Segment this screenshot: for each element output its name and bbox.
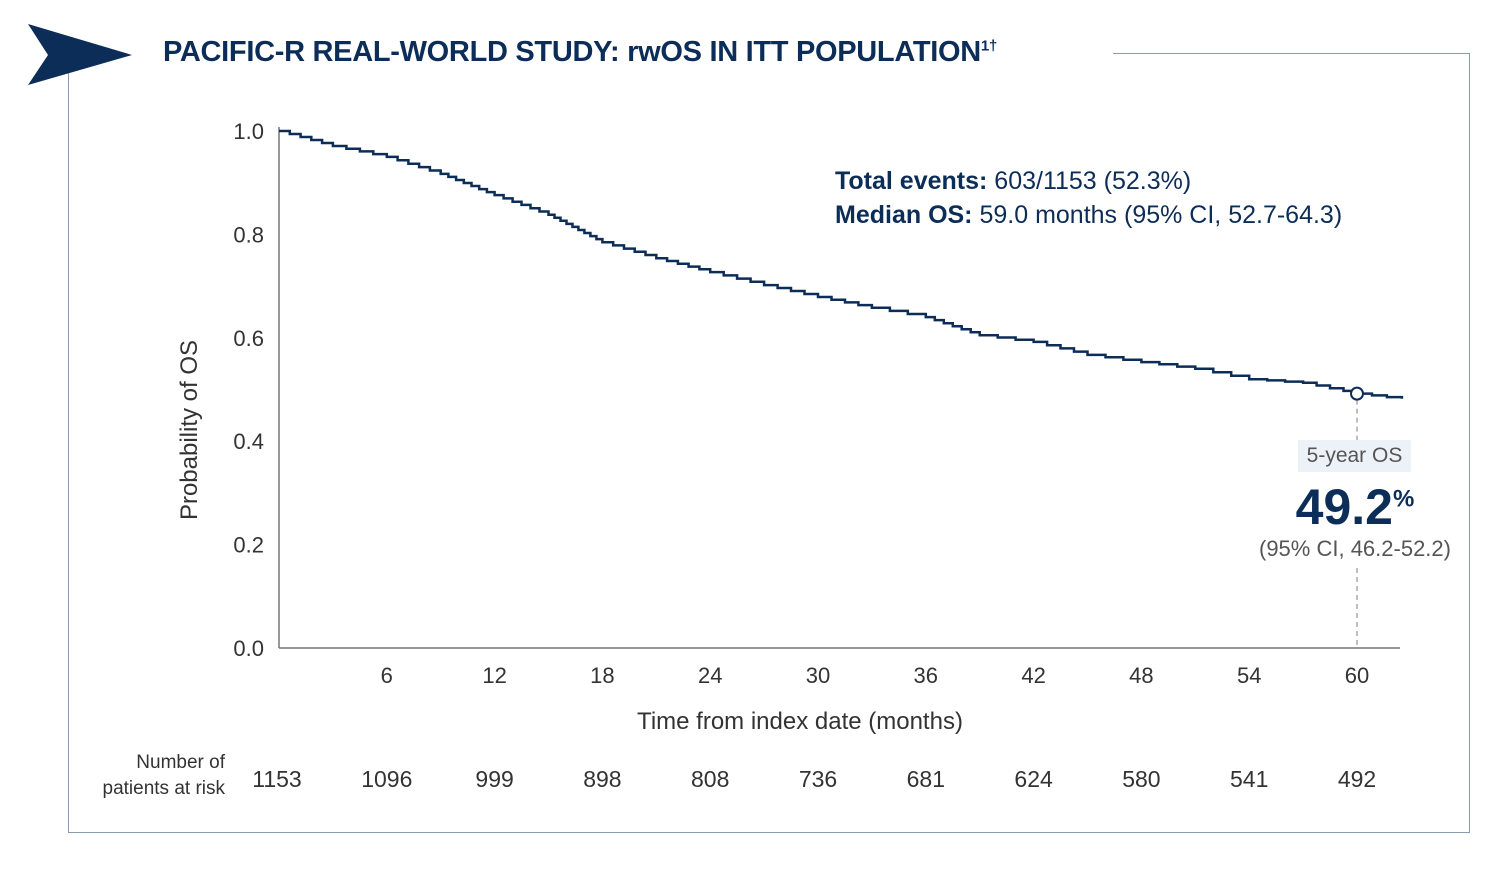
risk-value: 492 (1337, 766, 1377, 792)
x-tick-label: 12 (482, 663, 506, 688)
survival-curve (279, 129, 1404, 399)
x-tick-label: 24 (698, 663, 722, 688)
risk-label-line2: patients at risk (102, 778, 226, 799)
y-axis-label: Probability of OS (176, 340, 203, 520)
risk-value: 1096 (361, 766, 413, 792)
y-tick-label: 0.4 (233, 429, 264, 454)
x-tick-label: 48 (1129, 663, 1153, 688)
risk-value: 808 (691, 766, 730, 792)
risk-value: 898 (583, 766, 622, 792)
risk-value: 736 (798, 766, 838, 792)
median-label: Median OS: (835, 201, 973, 229)
x-tick-label: 6 (381, 663, 393, 688)
risk-value: 541 (1230, 766, 1269, 792)
risk-value: 624 (1014, 766, 1053, 792)
five-year-marker (1350, 386, 1364, 401)
events-value: 603/1153 (52.3%) (994, 167, 1192, 195)
risk-table-label: Number of patients at risk (80, 750, 226, 802)
x-tick-label: 54 (1237, 663, 1261, 688)
x-tick-label: 18 (590, 663, 614, 688)
y-tick-label: 1.0 (233, 119, 264, 144)
median-value: 59.0 months (95% CI, 52.7-64.3) (979, 201, 1343, 229)
five-year-os-ci: (95% CI, 46.2-52.2) (1259, 536, 1451, 561)
risk-label-line1: Number of (136, 752, 225, 773)
arrow-chevron-icon (28, 24, 132, 85)
x-tick-label: 60 (1345, 663, 1369, 688)
chart-frame (68, 53, 1470, 833)
x-tick-label: 42 (1021, 663, 1045, 688)
title-superscript: 1† (980, 37, 997, 55)
stats-block: Total events: 603/1153 (52.3%) Median OS… (835, 164, 1342, 232)
chart-title: PACIFIC-R REAL-WORLD STUDY: rwOS IN ITT … (163, 36, 997, 69)
x-tick-label: 30 (806, 663, 830, 688)
frame-top-line (1113, 53, 1470, 54)
y-tick-label: 0.6 (233, 326, 264, 351)
five-year-os-label: 5-year OS (1298, 440, 1411, 472)
five-year-os-value: 49.2% (1280, 478, 1430, 536)
risk-value: 681 (906, 766, 945, 792)
risk-value: 999 (475, 766, 514, 792)
risk-value: 580 (1122, 766, 1161, 792)
y-tick-label: 0.2 (233, 533, 264, 558)
os-value-number: 49.2 (1295, 479, 1393, 535)
os-value-unit: % (1392, 485, 1415, 513)
title-text: PACIFIC-R REAL-WORLD STUDY: rwOS IN ITT … (163, 36, 981, 68)
x-tick-label: 36 (914, 663, 938, 688)
y-tick-label: 0.0 (233, 636, 264, 661)
y-tick-label: 0.8 (233, 222, 264, 247)
events-label: Total events: (835, 167, 988, 195)
risk-value: 1153 (252, 766, 302, 792)
x-axis-label: Time from index date (months) (637, 708, 963, 735)
